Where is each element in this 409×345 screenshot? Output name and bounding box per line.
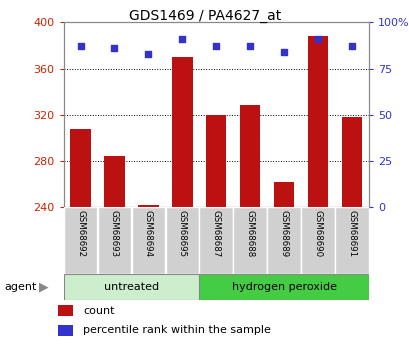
Bar [199, 274, 368, 300]
Text: GSM68692: GSM68692 [76, 210, 85, 257]
Bar [172, 57, 192, 207]
Text: ▶: ▶ [39, 281, 48, 294]
Bar [57, 305, 73, 316]
Text: GSM68690: GSM68690 [313, 210, 322, 257]
Bar [104, 156, 124, 207]
Bar [165, 207, 199, 274]
Bar [206, 115, 226, 207]
Point [314, 36, 321, 42]
Bar [307, 36, 328, 207]
Bar [131, 207, 165, 274]
Text: hydrogen peroxide: hydrogen peroxide [231, 282, 336, 292]
Bar [70, 129, 90, 207]
Point [111, 46, 117, 51]
Text: GSM68689: GSM68689 [279, 210, 288, 257]
Text: GSM68687: GSM68687 [211, 210, 220, 257]
Text: GSM68691: GSM68691 [347, 210, 356, 257]
Point [77, 44, 83, 49]
Text: count: count [83, 306, 114, 316]
Point [145, 51, 151, 57]
Text: GSM68694: GSM68694 [144, 210, 153, 257]
Bar [267, 207, 300, 274]
Bar [335, 207, 368, 274]
Bar [57, 325, 73, 336]
Point [179, 36, 185, 42]
Bar [273, 181, 294, 207]
Point [213, 44, 219, 49]
Bar [233, 207, 266, 274]
Text: agent: agent [4, 282, 36, 292]
Bar [341, 117, 361, 207]
Bar [63, 274, 199, 300]
Text: untreated: untreated [103, 282, 159, 292]
Point [348, 44, 355, 49]
Point [246, 44, 253, 49]
Bar [239, 106, 260, 207]
Bar [97, 207, 131, 274]
Bar [63, 207, 97, 274]
Text: GSM68693: GSM68693 [110, 210, 119, 257]
Bar [138, 205, 158, 207]
Text: percentile rank within the sample: percentile rank within the sample [83, 325, 270, 335]
Bar [301, 207, 334, 274]
Point [280, 49, 287, 55]
Text: GDS1469 / PA4627_at: GDS1469 / PA4627_at [128, 9, 281, 23]
Text: GSM68695: GSM68695 [178, 210, 187, 257]
Bar [199, 207, 232, 274]
Text: GSM68688: GSM68688 [245, 210, 254, 257]
